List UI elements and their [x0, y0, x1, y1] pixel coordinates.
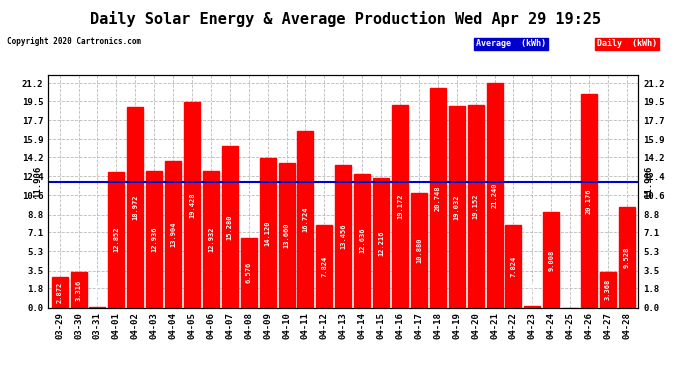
- Text: 21.240: 21.240: [491, 183, 497, 208]
- Bar: [90, 307, 106, 308]
- Bar: [411, 192, 427, 308]
- Bar: [505, 225, 522, 308]
- Bar: [297, 131, 313, 308]
- Text: Average  (kWh): Average (kWh): [476, 39, 546, 48]
- Bar: [543, 212, 560, 308]
- Text: 11.906: 11.906: [644, 165, 653, 198]
- Text: 14.120: 14.120: [265, 220, 270, 246]
- Text: 3.316: 3.316: [75, 279, 81, 301]
- Bar: [486, 83, 502, 308]
- Text: 12.216: 12.216: [378, 230, 384, 256]
- Bar: [430, 88, 446, 308]
- Text: 19.152: 19.152: [473, 194, 479, 219]
- Text: 18.972: 18.972: [132, 195, 138, 220]
- Text: 16.724: 16.724: [302, 206, 308, 232]
- Text: 12.852: 12.852: [113, 227, 119, 252]
- Bar: [127, 107, 144, 307]
- Text: 0.064: 0.064: [95, 282, 101, 304]
- Bar: [373, 178, 389, 308]
- Bar: [619, 207, 635, 308]
- Bar: [52, 277, 68, 308]
- Text: 13.456: 13.456: [340, 224, 346, 249]
- Text: Daily  (kWh): Daily (kWh): [597, 39, 657, 48]
- Bar: [581, 94, 597, 308]
- Text: 15.280: 15.280: [227, 214, 233, 240]
- Text: 3.368: 3.368: [605, 279, 611, 300]
- Bar: [392, 105, 408, 308]
- Bar: [600, 272, 616, 308]
- Text: 7.824: 7.824: [511, 255, 516, 277]
- Text: 13.904: 13.904: [170, 221, 176, 247]
- Bar: [259, 158, 276, 308]
- Bar: [165, 160, 181, 308]
- Text: 11.906: 11.906: [33, 165, 42, 198]
- Text: 19.428: 19.428: [189, 192, 195, 217]
- Bar: [146, 171, 162, 308]
- Text: 7.824: 7.824: [322, 255, 327, 277]
- Text: 19.172: 19.172: [397, 194, 403, 219]
- Text: 19.032: 19.032: [454, 194, 460, 220]
- Bar: [316, 225, 333, 308]
- Text: 20.176: 20.176: [586, 188, 592, 214]
- Bar: [335, 165, 351, 308]
- Text: 12.936: 12.936: [151, 226, 157, 252]
- Bar: [221, 146, 238, 308]
- Text: 9.008: 9.008: [549, 249, 554, 270]
- Bar: [524, 306, 540, 308]
- Text: 2.872: 2.872: [57, 282, 63, 303]
- Bar: [184, 102, 200, 308]
- Text: 20.748: 20.748: [435, 185, 441, 211]
- Bar: [468, 105, 484, 308]
- Bar: [279, 163, 295, 308]
- Text: 9.528: 9.528: [624, 246, 630, 268]
- Text: 12.932: 12.932: [208, 226, 214, 252]
- Text: Daily Solar Energy & Average Production Wed Apr 29 19:25: Daily Solar Energy & Average Production …: [90, 11, 600, 27]
- Bar: [70, 273, 86, 308]
- Bar: [108, 172, 124, 308]
- Bar: [354, 174, 371, 308]
- Text: 0.104: 0.104: [529, 282, 535, 303]
- Bar: [448, 106, 465, 308]
- Bar: [203, 171, 219, 308]
- Text: 12.636: 12.636: [359, 228, 365, 254]
- Text: Copyright 2020 Cartronics.com: Copyright 2020 Cartronics.com: [7, 38, 141, 46]
- Text: 10.880: 10.880: [416, 237, 422, 263]
- Bar: [241, 238, 257, 308]
- Text: 13.660: 13.660: [284, 223, 290, 248]
- Text: 6.576: 6.576: [246, 262, 252, 284]
